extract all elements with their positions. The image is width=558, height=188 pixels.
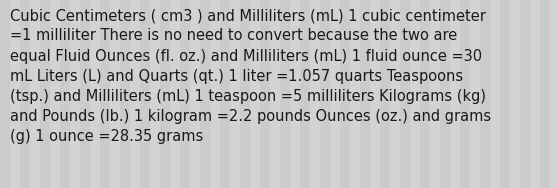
- Text: Cubic Centimeters ( cm3 ) and Milliliters (mL) 1 cubic centimeter
=1 milliliter : Cubic Centimeters ( cm3 ) and Milliliter…: [10, 8, 491, 144]
